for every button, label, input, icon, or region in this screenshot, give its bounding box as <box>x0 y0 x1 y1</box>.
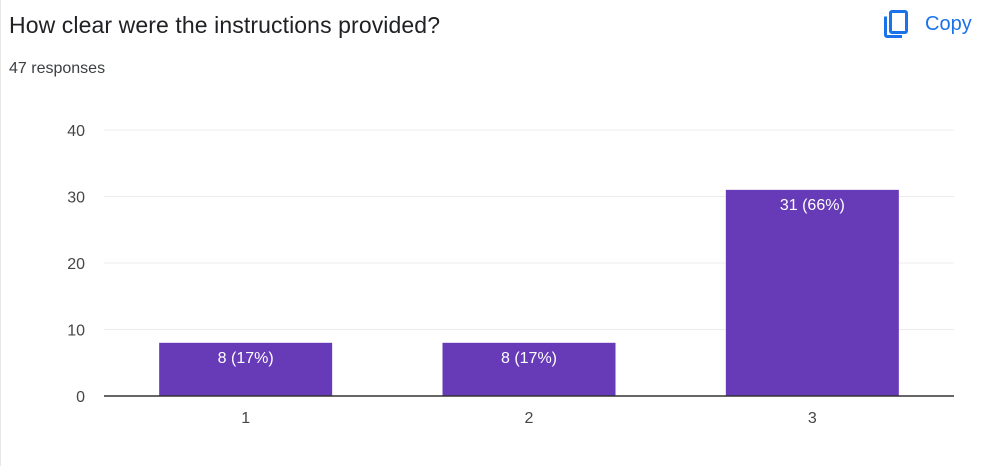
bar <box>442 342 616 396</box>
copy-icon <box>883 9 909 39</box>
copy-button[interactable]: Copy <box>877 6 978 42</box>
y-tick-label: 0 <box>76 389 85 406</box>
bar <box>725 189 899 396</box>
bar-data-label: 31 (66%) <box>780 197 845 214</box>
bar <box>159 342 333 396</box>
y-tick-label: 30 <box>67 190 85 207</box>
x-tick-label: 2 <box>525 410 534 427</box>
bar-data-label: 8 (17%) <box>501 350 557 367</box>
x-tick-label: 1 <box>241 410 250 427</box>
y-tick-label: 40 <box>67 123 85 140</box>
question-title: How clear were the instructions provided… <box>9 12 441 38</box>
copy-label: Copy <box>925 12 972 35</box>
y-tick-label: 10 <box>67 323 85 340</box>
x-tick-label: 3 <box>808 410 817 427</box>
y-tick-label: 20 <box>67 256 85 273</box>
response-count: 47 responses <box>9 60 106 77</box>
bar-data-label: 8 (17%) <box>218 350 274 367</box>
